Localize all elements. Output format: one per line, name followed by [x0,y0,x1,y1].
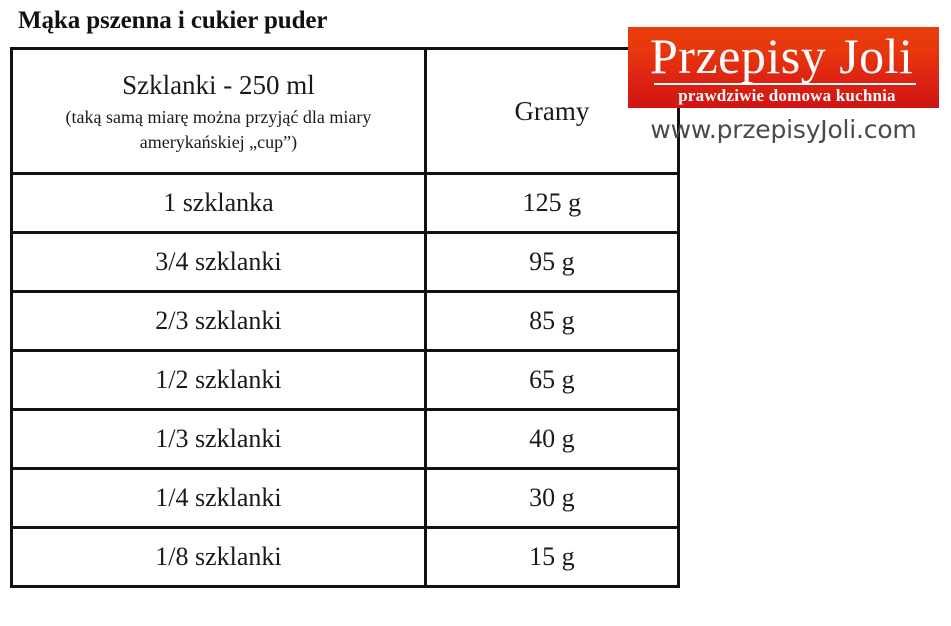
cell-glasses: 1/3 szklanki [10,408,427,470]
cell-grams: 30 g [423,467,681,529]
table-row: 1 szklanka 125 g [10,172,681,234]
cell-grams: 85 g [423,290,681,352]
table-row: 1/2 szklanki 65 g [10,349,681,411]
logo-tagline: prawdziwie domowa kuchnia [678,86,896,105]
logo-wordmark: Przepisy Joli [650,28,914,84]
cell-grams: 40 g [423,408,681,470]
cell-glasses: 2/3 szklanki [10,290,427,352]
site-logo-block[interactable]: Przepisy Joli prawdziwie domowa kuchnia … [628,27,939,145]
cell-glasses: 3/4 szklanki [10,231,427,293]
cell-grams: 95 g [423,231,681,293]
cell-grams: 125 g [423,172,681,234]
table-row: 2/3 szklanki 85 g [10,290,681,352]
conversion-table: Szklanki - 250 ml (taką samą miarę można… [10,47,681,588]
cell-glasses: 1/8 szklanki [10,526,427,588]
logo-badge: Przepisy Joli prawdziwie domowa kuchnia [628,27,939,108]
column-header-glasses-note: (taką samą miarę można przyjąć dla miary… [65,107,372,152]
logo-underline-rule [654,83,916,85]
table-body: 1 szklanka 125 g 3/4 szklanki 95 g 2/3 szkla… [10,172,681,588]
table-header-row: Szklanki - 250 ml (taką samą miarę można… [10,47,681,175]
column-header-glasses: Szklanki - 250 ml (taką samą miarę można… [10,47,427,175]
table-header: Szklanki - 250 ml (taką samą miarę można… [10,47,681,175]
cell-grams: 15 g [423,526,681,588]
column-header-grams-main: Gramy [514,96,590,126]
table-row: 3/4 szklanki 95 g [10,231,681,293]
cell-glasses: 1/4 szklanki [10,467,427,529]
cell-glasses: 1 szklanka [10,172,427,234]
logo-website-url[interactable]: www.przepisyJoli.com [650,115,917,144]
table-row: 1/8 szklanki 15 g [10,526,681,588]
page-title: Mąka pszenna i cukier puder [18,7,328,34]
cell-grams: 65 g [423,349,681,411]
cell-glasses: 1/2 szklanki [10,349,427,411]
column-header-glasses-main: Szklanki - 250 ml [122,70,315,100]
table-row: 1/3 szklanki 40 g [10,408,681,470]
table-row: 1/4 szklanki 30 g [10,467,681,529]
